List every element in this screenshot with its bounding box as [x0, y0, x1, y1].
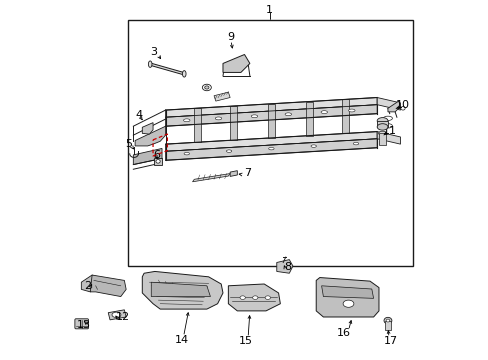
Ellipse shape [251, 115, 257, 118]
Text: 8: 8 [284, 262, 290, 272]
Polygon shape [229, 106, 236, 140]
Polygon shape [135, 126, 165, 146]
Polygon shape [90, 275, 126, 297]
Polygon shape [165, 132, 376, 151]
Ellipse shape [376, 118, 387, 124]
Polygon shape [230, 171, 237, 176]
Polygon shape [192, 174, 230, 182]
Bar [384, 320, 390, 330]
Polygon shape [228, 284, 280, 311]
Text: 3: 3 [150, 46, 157, 57]
Ellipse shape [400, 107, 405, 110]
Text: 12: 12 [115, 312, 129, 322]
Ellipse shape [202, 84, 211, 91]
Polygon shape [142, 123, 153, 134]
Ellipse shape [378, 131, 386, 135]
Text: 5: 5 [125, 139, 132, 149]
Ellipse shape [285, 113, 291, 116]
Text: 17: 17 [383, 336, 397, 346]
Polygon shape [276, 260, 292, 273]
Ellipse shape [183, 152, 189, 155]
Polygon shape [376, 98, 400, 110]
Text: 9: 9 [227, 32, 234, 42]
Polygon shape [149, 63, 185, 75]
FancyBboxPatch shape [75, 319, 88, 329]
Ellipse shape [252, 296, 258, 300]
Ellipse shape [226, 150, 231, 152]
Ellipse shape [310, 145, 316, 147]
Polygon shape [341, 99, 348, 134]
Ellipse shape [148, 61, 152, 67]
Text: 14: 14 [174, 334, 188, 345]
Text: 11: 11 [382, 126, 396, 135]
Polygon shape [108, 310, 126, 320]
Bar [376, 121, 387, 127]
Polygon shape [133, 148, 162, 165]
Ellipse shape [386, 319, 389, 322]
Ellipse shape [383, 318, 391, 324]
Ellipse shape [376, 124, 387, 130]
Bar [379, 134, 385, 145]
Ellipse shape [112, 312, 121, 318]
Polygon shape [376, 132, 400, 144]
Ellipse shape [156, 159, 160, 163]
Ellipse shape [240, 296, 245, 300]
Ellipse shape [321, 111, 327, 113]
Text: 10: 10 [395, 100, 409, 111]
Text: 15: 15 [239, 336, 253, 346]
Polygon shape [193, 108, 201, 142]
Text: 4: 4 [135, 110, 142, 120]
Ellipse shape [383, 116, 392, 121]
Polygon shape [151, 282, 210, 297]
Polygon shape [165, 139, 376, 160]
Polygon shape [142, 271, 223, 309]
Ellipse shape [215, 117, 221, 120]
Text: 16: 16 [337, 328, 350, 338]
Text: 7: 7 [244, 168, 250, 178]
Ellipse shape [264, 296, 270, 300]
Polygon shape [316, 278, 378, 317]
Polygon shape [267, 104, 274, 138]
Ellipse shape [383, 124, 392, 128]
FancyBboxPatch shape [154, 158, 162, 165]
Ellipse shape [348, 109, 354, 112]
Ellipse shape [204, 86, 208, 89]
Bar [128, 21, 412, 266]
Polygon shape [387, 101, 400, 112]
Polygon shape [321, 286, 373, 298]
Ellipse shape [343, 300, 353, 307]
Polygon shape [165, 98, 376, 117]
Text: 13: 13 [77, 320, 91, 330]
Ellipse shape [268, 147, 274, 150]
Polygon shape [81, 275, 97, 292]
Text: 6: 6 [153, 150, 160, 160]
Ellipse shape [183, 119, 190, 122]
Polygon shape [165, 105, 376, 126]
Polygon shape [223, 54, 249, 72]
Text: 1: 1 [265, 5, 272, 15]
Polygon shape [214, 92, 230, 101]
Ellipse shape [353, 142, 358, 145]
Polygon shape [305, 102, 312, 136]
Text: 2: 2 [84, 281, 91, 291]
Ellipse shape [182, 71, 185, 77]
